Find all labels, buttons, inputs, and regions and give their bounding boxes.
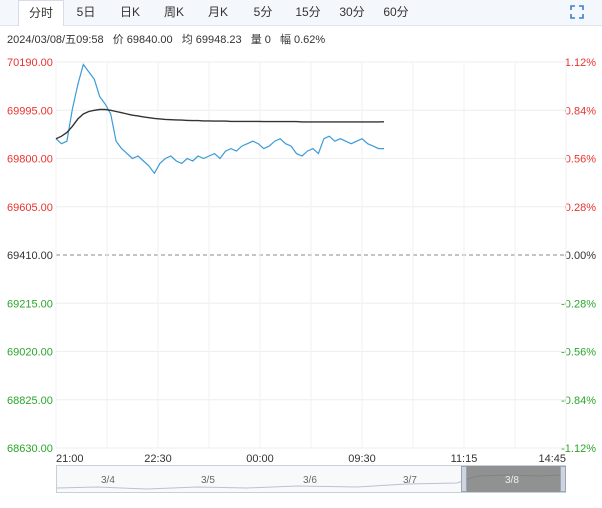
info-volume: 量 0 (250, 34, 271, 46)
x-tick-label: 14:45 (538, 453, 566, 465)
y-tick-label-left: 69800.00 (7, 154, 53, 166)
navigator-right-handle[interactable] (560, 466, 566, 492)
y-tick-label-right: 1.12% (565, 57, 596, 69)
y-tick-label-left: 68825.00 (7, 395, 53, 407)
y-tick-label-left: 69995.00 (7, 105, 53, 117)
y-tick-label-left: 68630.00 (7, 443, 53, 455)
navigator-label-3-7: 3/7 (403, 475, 417, 486)
date-navigator[interactable]: 3/4 3/5 3/6 3/7 3/8 (56, 465, 566, 493)
tab-monthly-k[interactable]: 月K (207, 5, 228, 19)
info-datetime: 2024/03/08/五09:58 (7, 34, 104, 46)
y-tick-label-right: 0.28% (565, 202, 596, 214)
y-tick-label-left: 69605.00 (7, 202, 53, 214)
navigator-left-handle[interactable] (461, 466, 467, 492)
navigator-selection[interactable] (464, 466, 563, 492)
y-tick-label-right: -0.28% (561, 298, 596, 310)
y-tick-label-left: 69020.00 (7, 347, 53, 359)
tab-5day[interactable]: 5日 (76, 5, 96, 19)
y-tick-label-right: -0.84% (561, 395, 596, 407)
navigator-label-3-5: 3/5 (201, 475, 215, 486)
y-tick-label-left: 70190.00 (7, 57, 53, 69)
y-tick-label-right: 0.56% (565, 154, 596, 166)
y-tick-label-left: 69410.00 (7, 250, 53, 262)
info-price: 价 69840.00 (112, 34, 173, 46)
fullscreen-icon[interactable] (570, 5, 584, 19)
x-tick-label: 21:00 (56, 453, 84, 465)
tab-60min[interactable]: 60分 (383, 5, 409, 19)
info-average: 均 69948.23 (181, 34, 242, 46)
y-tick-label-right: 0.00% (565, 250, 596, 262)
navigator-label-3-8: 3/8 (505, 475, 519, 486)
y-tick-label-right: -0.56% (561, 347, 596, 359)
y-tick-label-right: 0.84% (565, 105, 596, 117)
tab-15min[interactable]: 15分 (295, 5, 321, 19)
y-tick-label-left: 69215.00 (7, 298, 53, 310)
tab-daily-k[interactable]: 日K (119, 5, 140, 19)
period-tab-bar: 分时 5日 日K 周K 月K 5分 15分 30分 60分 (0, 0, 602, 26)
info-change: 幅 0.62% (279, 34, 326, 46)
price-line (55, 63, 384, 175)
tab-weekly-k[interactable]: 周K (163, 5, 184, 19)
tab-5min[interactable]: 5分 (253, 5, 273, 19)
x-tick-label: 22:30 (144, 453, 172, 465)
x-tick-label: 00:00 (246, 453, 274, 465)
tab-30min[interactable]: 30分 (339, 5, 365, 19)
tab-intraday[interactable]: 分时 (18, 0, 64, 26)
x-tick-label: 09:30 (348, 453, 376, 465)
navigator-label-3-6: 3/6 (303, 475, 317, 486)
quote-info-bar: 2024/03/08/五09:58 价 69840.00 均 69948.23 … (7, 31, 331, 47)
x-tick-label: 11:15 (451, 453, 478, 465)
navigator-label-3-4: 3/4 (101, 475, 115, 486)
y-tick-label-right: -1.12% (561, 443, 596, 455)
average-line (55, 108, 385, 140)
